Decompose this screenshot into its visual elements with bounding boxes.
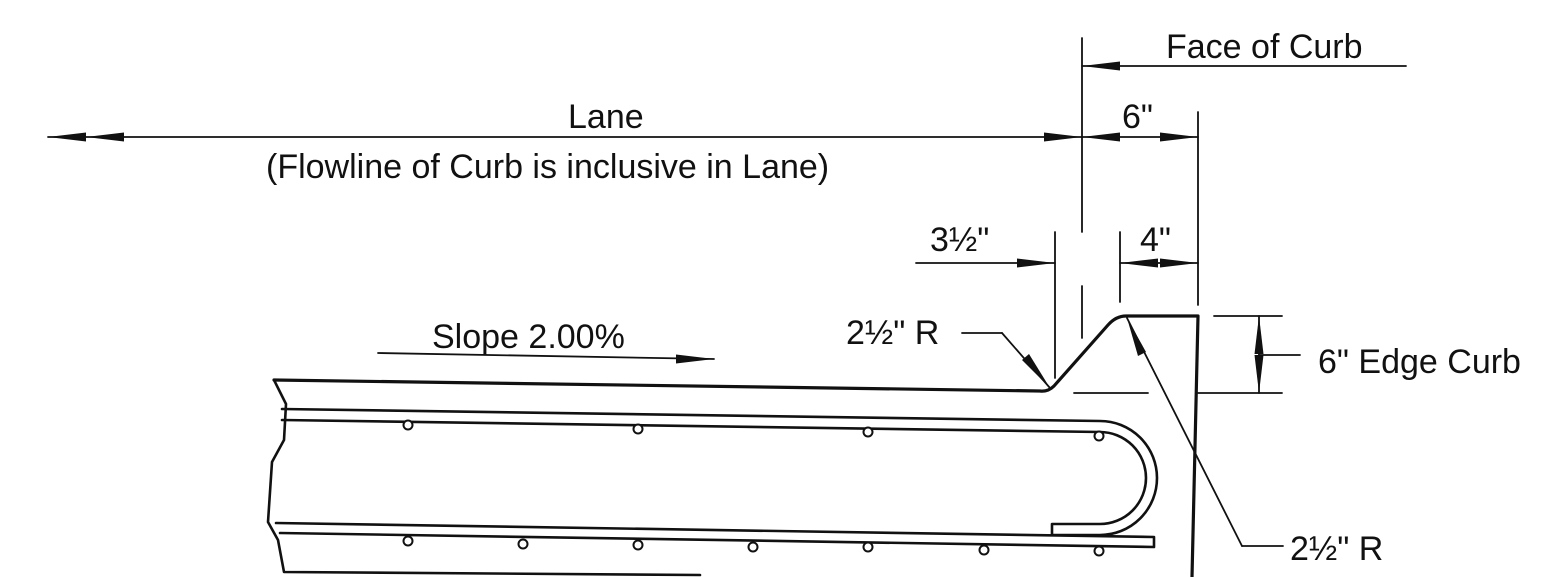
radius-top-leader: [961, 332, 1051, 389]
curb-extension-lines: [1054, 231, 1121, 379]
arrowhead-icon: [1160, 258, 1198, 268]
radius-top-label: 2½" R: [846, 314, 939, 352]
arrowhead-icon: [1120, 258, 1158, 268]
slope-label: Slope 2.00%: [432, 318, 625, 356]
three-and-half-inch-dimension: [915, 258, 1056, 268]
arrowhead-icon: [1082, 132, 1120, 142]
edge-curb-label: 6" Edge Curb: [1318, 343, 1521, 381]
arrowhead-icon: [48, 132, 86, 142]
arrowhead-icon: [676, 354, 714, 364]
lane-note-label: (Flowline of Curb is inclusive in Lane): [266, 148, 829, 186]
face-of-curb-label: Face of Curb: [1166, 28, 1363, 66]
arrowhead-icon: [1017, 258, 1055, 268]
radius-bottom-leader: [1126, 317, 1284, 547]
dimension-6-inch-label: 6": [1122, 98, 1153, 136]
lane-dimension-line: [47, 132, 1083, 142]
dimension-4-inch-label: 4": [1140, 221, 1171, 259]
lane-label: Lane: [568, 98, 644, 136]
edge-curb-height-dimension: [1073, 315, 1301, 394]
arrowhead-icon: [1254, 316, 1264, 354]
radius-bottom-label: 2½" R: [1290, 530, 1383, 568]
reinforcing-bar: [274, 407, 1159, 549]
four-inch-dimension: [1119, 258, 1199, 268]
arrowhead-icon: [1127, 318, 1146, 356]
slope-arrow: [377, 352, 715, 364]
arrowhead-icon: [1254, 355, 1264, 393]
arrowhead-icon: [1044, 132, 1082, 142]
face-of-curb-leader: [1081, 37, 1407, 233]
arrowhead-icon: [86, 132, 124, 142]
longitudinal-bars: [402, 419, 1105, 557]
six-inch-dimension: [1081, 111, 1199, 306]
dimension-3-5-inch-label: 3½": [930, 221, 989, 259]
arrowhead-icon: [1082, 61, 1120, 71]
arrowhead-icon: [1022, 354, 1050, 388]
arrowhead-icon: [1160, 132, 1198, 142]
